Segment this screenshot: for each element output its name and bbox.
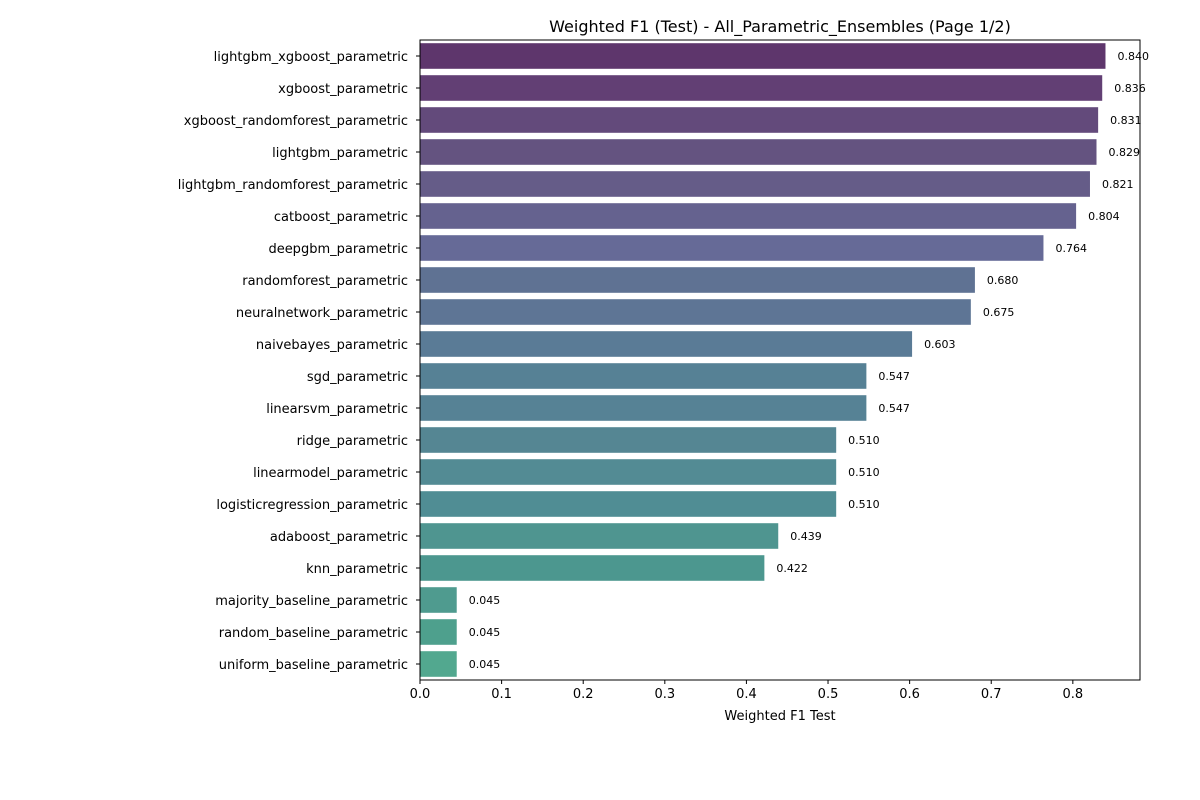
bar-knn_parametric [420,555,765,581]
bar-ridge_parametric [420,427,837,453]
value-label-majority_baseline_parametric: 0.045 [469,594,501,607]
x-tick-label-0.7: 0.7 [981,687,1002,702]
value-labels-group: 0.840 0.836 0.831 0.829 0.821 0.804 0.764 0.680… [469,50,1149,671]
value-label-adaboost_parametric: 0.439 [790,530,822,543]
bar-lightgbm_randomforest_parametric [420,171,1090,197]
value-label-catboost_parametric: 0.804 [1088,210,1120,223]
bar-deepgbm_parametric [420,235,1044,261]
y-tick-label-xgboost_parametric: xgboost_parametric [278,82,408,97]
y-tick-label-adaboost_parametric: adaboost_parametric [270,530,408,545]
y-tick-label-random_baseline_parametric: random_baseline_parametric [219,626,408,641]
bar-lightgbm_xgboost_parametric [420,43,1106,69]
value-label-lightgbm_xgboost_parametric: 0.840 [1117,50,1149,63]
bar-lightgbm_parametric [420,139,1097,165]
y-tick-label-randomforest_parametric: randomforest_parametric [242,274,408,289]
bar-xgboost_parametric [420,75,1103,101]
x-tick-label-0.3: 0.3 [654,687,675,702]
value-label-xgboost_randomforest_parametric: 0.831 [1110,114,1142,127]
x-tick-label-0.1: 0.1 [491,687,512,702]
x-axis-label: Weighted F1 Test [724,709,835,724]
y-tick-label-xgboost_randomforest_parametric: xgboost_randomforest_parametric [184,114,408,129]
y-tick-label-sgd_parametric: sgd_parametric [307,370,408,385]
y-tick-label-linearmodel_parametric: linearmodel_parametric [253,466,408,481]
bar-xgboost_randomforest_parametric [420,107,1099,133]
value-label-linearsvm_parametric: 0.547 [878,402,910,415]
value-label-linearmodel_parametric: 0.510 [848,466,880,479]
x-tick-label-0.4: 0.4 [736,687,757,702]
bar-adaboost_parametric [420,523,779,549]
y-tick-label-majority_baseline_parametric: majority_baseline_parametric [215,594,408,609]
value-label-sgd_parametric: 0.547 [878,370,910,383]
value-label-lightgbm_parametric: 0.829 [1109,146,1141,159]
value-label-deepgbm_parametric: 0.764 [1055,242,1087,255]
y-tick-label-knn_parametric: knn_parametric [306,562,408,577]
value-label-logisticregression_parametric: 0.510 [848,498,880,511]
y-tick-label-ridge_parametric: ridge_parametric [297,434,408,449]
value-label-naivebayes_parametric: 0.603 [924,338,956,351]
y-axis: lightgbm_xgboost_parametric xgboost_param… [178,50,420,673]
bar-random_baseline_parametric [420,619,457,645]
x-axis: 0.0 0.1 0.2 0.3 0.4 0.5 0.6 0.7 0.8 [410,680,1083,702]
x-tick-label-0.8: 0.8 [1062,687,1083,702]
y-tick-label-lightgbm_randomforest_parametric: lightgbm_randomforest_parametric [178,178,408,193]
y-tick-label-uniform_baseline_parametric: uniform_baseline_parametric [219,658,408,673]
value-label-ridge_parametric: 0.510 [848,434,880,447]
x-tick-label-0.5: 0.5 [818,687,839,702]
y-tick-label-lightgbm_xgboost_parametric: lightgbm_xgboost_parametric [214,50,408,65]
value-label-xgboost_parametric: 0.836 [1114,82,1146,95]
y-tick-label-deepgbm_parametric: deepgbm_parametric [268,242,408,257]
bar-majority_baseline_parametric [420,587,457,613]
bar-logisticregression_parametric [420,491,837,517]
x-tick-label-0.0: 0.0 [410,687,431,702]
bars-group [420,43,1106,677]
y-tick-label-neuralnetwork_parametric: neuralnetwork_parametric [236,306,408,321]
value-label-neuralnetwork_parametric: 0.675 [983,306,1015,319]
y-tick-label-logisticregression_parametric: logisticregression_parametric [216,498,408,513]
y-tick-label-linearsvm_parametric: linearsvm_parametric [266,402,408,417]
value-label-knn_parametric: 0.422 [776,562,808,575]
bar-uniform_baseline_parametric [420,651,457,677]
y-tick-label-naivebayes_parametric: naivebayes_parametric [256,338,408,353]
bar-catboost_parametric [420,203,1077,229]
chart-title: Weighted F1 (Test) - All_Parametric_Ense… [549,17,1011,37]
bar-linearsvm_parametric [420,395,867,421]
x-tick-label-0.6: 0.6 [899,687,920,702]
x-tick-label-0.2: 0.2 [573,687,594,702]
plot-frame [419,39,1141,681]
bar-randomforest_parametric [420,267,975,293]
y-tick-label-lightgbm_parametric: lightgbm_parametric [272,146,408,161]
value-label-randomforest_parametric: 0.680 [987,274,1019,287]
bar-naivebayes_parametric [420,331,913,357]
value-label-random_baseline_parametric: 0.045 [469,626,501,639]
value-label-lightgbm_randomforest_parametric: 0.821 [1102,178,1134,191]
y-tick-label-catboost_parametric: catboost_parametric [274,210,408,225]
bar-sgd_parametric [420,363,867,389]
bar-neuralnetwork_parametric [420,299,971,325]
value-label-uniform_baseline_parametric: 0.045 [469,658,501,671]
bar-linearmodel_parametric [420,459,837,485]
